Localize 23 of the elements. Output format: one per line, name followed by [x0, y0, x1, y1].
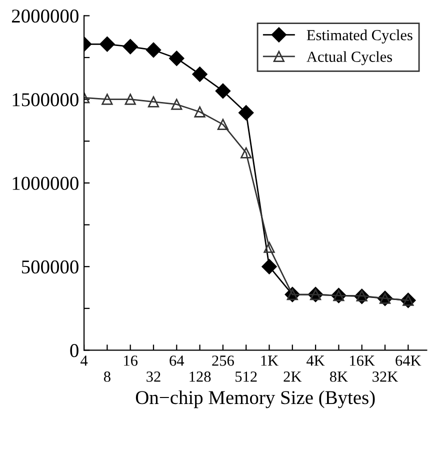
x-tick-label: 2K	[284, 372, 302, 382]
x-tick-label: 8	[104, 372, 110, 382]
y-tick-label: 1500000	[12, 93, 78, 106]
legend-label: Estimated Cycles	[306, 30, 412, 44]
x-tick-label: 64	[170, 356, 184, 366]
x-tick-label: 16K	[350, 356, 375, 366]
x-tick-label: 16	[124, 356, 138, 366]
x-tick-label: 32	[146, 372, 160, 382]
y-tick-label: 2000000	[12, 10, 78, 23]
x-tick-label: 512	[236, 372, 257, 382]
x-tick-label: 4K	[306, 356, 325, 366]
x-axis-title: On−chip Memory Size (Bytes)	[136, 390, 375, 408]
x-tick-label: 1K	[261, 356, 278, 366]
x-tick-label: 8K	[330, 372, 348, 382]
x-tick-label: 128	[190, 372, 211, 382]
x-tick-label: 64K	[396, 356, 422, 366]
legend-label: Actual Cycles	[306, 51, 392, 66]
y-tick-label: 500000	[22, 260, 78, 274]
x-tick-label: 256	[212, 356, 234, 366]
x-tick-label: 4	[80, 356, 88, 366]
y-tick-label: 0	[70, 344, 78, 358]
x-tick-label: 32K	[372, 372, 398, 382]
y-tick-label: 1000000	[12, 176, 78, 190]
